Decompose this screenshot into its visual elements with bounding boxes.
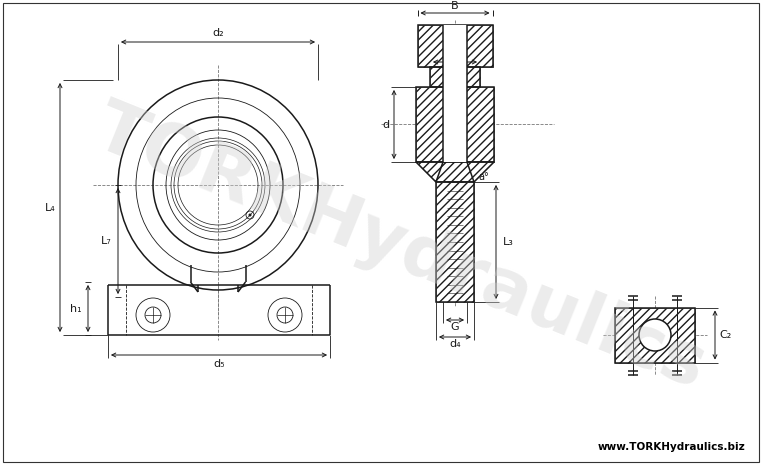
Text: www.TORKHydraulics.biz: www.TORKHydraulics.biz [597,442,745,452]
Bar [418,25,492,67]
Bar [418,25,492,67]
Bar [615,307,695,363]
Text: B: B [451,1,459,11]
Text: d₂: d₂ [212,28,224,38]
Bar [416,87,494,162]
Text: a°: a° [479,172,489,182]
Bar [430,67,480,87]
Text: d₅: d₅ [213,359,225,369]
Bar [430,67,480,87]
Text: C₂: C₂ [719,330,731,340]
Text: C₁: C₁ [449,50,461,60]
Polygon shape [416,162,494,182]
Text: d₄: d₄ [449,339,461,349]
Text: L₇: L₇ [101,236,111,246]
Bar [443,87,467,162]
Bar [436,182,474,302]
Text: L₃: L₃ [503,237,514,247]
Circle shape [248,213,251,217]
Text: TORKHydraulics: TORKHydraulics [85,93,716,402]
Circle shape [639,319,671,351]
Bar [416,87,494,162]
Bar [443,25,467,87]
Bar [615,307,695,363]
Text: G: G [450,322,459,332]
Bar [436,182,474,302]
Text: d: d [383,120,389,129]
Text: L₄: L₄ [45,202,56,213]
Text: h₁: h₁ [70,304,82,313]
